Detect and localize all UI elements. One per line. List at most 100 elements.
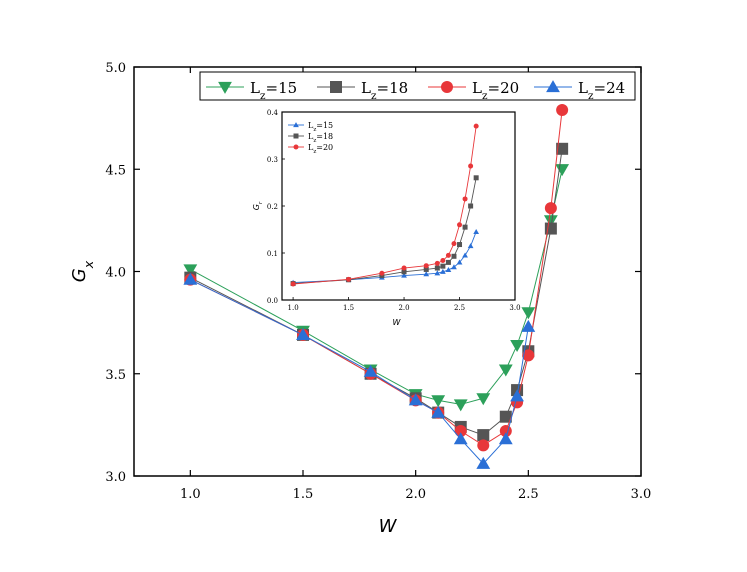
inset-x-tick-label: 1.0 <box>288 304 299 312</box>
data-point <box>408 393 423 406</box>
data-point <box>498 364 513 377</box>
data-point <box>498 432 513 445</box>
inset-data-point <box>473 228 480 234</box>
inset-data-point <box>468 203 474 209</box>
data-point <box>499 410 512 423</box>
inset-data-point <box>467 243 474 249</box>
inset-data-point <box>423 266 429 272</box>
data-point <box>522 349 535 362</box>
legend: Lz=15 Lz=18 Lz=20 Lz=24 <box>199 71 636 102</box>
inset-data-point <box>445 252 451 258</box>
data-point <box>556 142 569 155</box>
inset-x-tick-label: 1.5 <box>343 304 354 312</box>
x-tick-label: 2.5 <box>518 487 539 502</box>
x-tick-label: 3.0 <box>631 487 652 502</box>
inset-data-point <box>451 241 457 247</box>
data-point <box>453 399 468 412</box>
legend-swatch-marker <box>546 80 560 93</box>
legend-swatch-marker <box>218 81 232 94</box>
inset-data-point <box>473 175 479 181</box>
data-point <box>521 319 536 332</box>
inset-data-point <box>434 260 440 266</box>
data-point <box>476 393 491 406</box>
inset-data-point <box>445 267 452 273</box>
series-line <box>190 279 529 465</box>
data-point <box>521 307 536 320</box>
x-tick-label: 1.0 <box>180 487 201 502</box>
inset-data-point <box>440 268 446 274</box>
inset-legend-swatch-marker <box>293 122 299 128</box>
y-tick-label: 4.5 <box>105 163 126 178</box>
inset-data-point <box>290 281 296 287</box>
y-tick-label: 4.0 <box>105 266 126 281</box>
inset-data-point <box>457 242 463 248</box>
data-point <box>477 439 490 452</box>
data-point <box>544 202 557 215</box>
inset-data-point <box>456 259 463 265</box>
inset-legend-label: Lz=15 <box>308 121 333 133</box>
inset-y-tick-label: 0.4 <box>267 109 279 117</box>
y-tick-label: 5.0 <box>105 61 126 76</box>
series-line <box>190 169 563 405</box>
data-point <box>183 272 198 285</box>
inset-frame <box>281 111 516 301</box>
inset-data-point <box>423 271 430 277</box>
inset-data-point <box>451 253 457 259</box>
inset-x-axis-title: W <box>393 318 402 327</box>
data-point <box>296 327 310 340</box>
data-point <box>476 456 491 469</box>
inset-data-point <box>457 222 463 228</box>
inset-data-point <box>379 270 385 276</box>
data-point <box>555 164 570 177</box>
x-tick-label: 2.0 <box>405 487 426 502</box>
inset-legend-label: Lz=20 <box>308 143 333 155</box>
legend-box <box>199 71 636 101</box>
inset-data-point <box>401 272 407 278</box>
inset-data-point <box>473 123 479 129</box>
data-point <box>363 364 378 377</box>
data-point <box>543 215 558 228</box>
legend-label: Lz=15 <box>250 79 297 102</box>
data-point <box>453 432 468 445</box>
legend-label: Lz=18 <box>361 79 408 102</box>
inset-data-point <box>440 258 446 264</box>
legend-swatch-marker <box>330 81 342 93</box>
inset-legend-label: Lz=18 <box>308 132 333 144</box>
inset-data-point <box>401 269 407 275</box>
inset-data-point <box>451 264 457 270</box>
inset-chart: 1.0 1.5 2.0 2.5 3.00.00.10.20.30.4WGrLz=15Lz… <box>252 109 521 327</box>
inset-data-point <box>445 259 451 265</box>
data-point <box>454 425 467 438</box>
y-tick-label: 3.5 <box>105 368 126 383</box>
legend-label: Lz=20 <box>472 79 519 102</box>
inset-data-point <box>440 263 446 269</box>
data-point <box>477 429 490 442</box>
inset-legend-swatch-marker <box>293 144 299 150</box>
x-tick-label: 1.5 <box>293 487 314 502</box>
inset-data-point <box>401 265 407 271</box>
inset-data-point <box>434 265 440 271</box>
data-point <box>431 395 446 408</box>
legend-swatch-marker <box>441 81 453 93</box>
inset-data-point <box>434 270 441 276</box>
data-point <box>183 264 198 277</box>
inset-x-tick-label: 2.5 <box>454 304 465 312</box>
inset-data-point <box>462 224 468 230</box>
inset-y-axis-title: Gr <box>252 201 264 210</box>
inset-x-tick-label: 3.0 <box>509 304 520 312</box>
inset-y-tick-label: 0.2 <box>267 203 278 211</box>
inset-y-tick-label: 0.3 <box>267 156 278 164</box>
data-point <box>510 340 524 353</box>
inset-data-point <box>423 263 429 269</box>
y-axis-title: Gx <box>69 260 96 282</box>
inset-x-tick-label: 2.0 <box>398 304 409 312</box>
legend-label: Lz=24 <box>578 79 625 102</box>
inset-legend-swatch-marker <box>293 133 299 139</box>
inset-y-tick-label: 0.1 <box>267 250 278 258</box>
y-tick-label: 3.0 <box>105 470 126 485</box>
inset-data-point <box>462 252 468 258</box>
x-axis-title: W <box>379 516 398 537</box>
